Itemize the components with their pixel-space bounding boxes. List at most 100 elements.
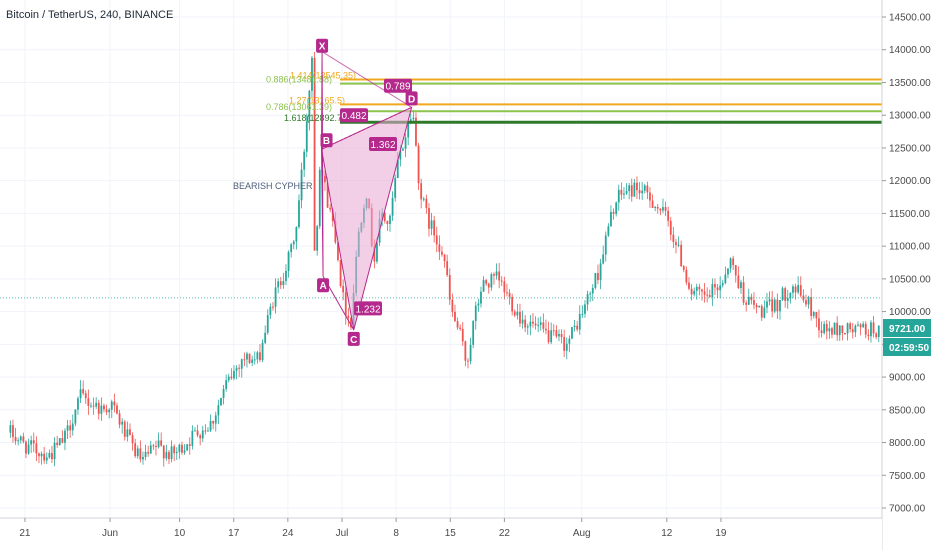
fib-level-label: 0.786(13061.39) <box>266 102 332 112</box>
candle-body <box>763 307 766 318</box>
candle-body <box>238 367 241 369</box>
candle-body <box>168 452 170 460</box>
candle-body <box>464 341 467 361</box>
candle-body <box>516 311 519 316</box>
candle-body <box>347 315 350 318</box>
candle-body <box>654 206 657 208</box>
price-tick-label: 7500.00 <box>889 471 926 482</box>
candle-body <box>685 269 688 283</box>
candle-body <box>802 295 805 301</box>
pattern-ratio-badge <box>340 108 368 123</box>
candle-body <box>828 328 831 332</box>
time-tick-label: Jul <box>336 528 349 539</box>
candle-body <box>443 254 446 262</box>
candle-body <box>651 200 654 208</box>
candle-body <box>576 325 579 330</box>
candle-body <box>222 388 225 398</box>
candle-body <box>14 437 17 442</box>
candle-body <box>675 242 677 246</box>
grid <box>0 0 882 518</box>
candle-body <box>633 182 636 197</box>
chart-title: Bitcoin / TetherUS, 240, BINANCE <box>6 9 174 21</box>
candle-body <box>781 288 784 301</box>
candle-body <box>602 254 605 264</box>
candle-body <box>303 151 306 170</box>
time-tick-label: 21 <box>19 528 31 539</box>
candle-body <box>760 305 763 318</box>
candle-body <box>204 430 207 432</box>
price-tick-label: 14500.00 <box>889 13 931 24</box>
fib-level-label: 1.414(13545.35) <box>290 71 356 81</box>
candle-body <box>742 282 745 303</box>
candle-body <box>22 436 25 442</box>
candle-body <box>823 324 826 334</box>
candle-body <box>620 189 623 195</box>
candle-body <box>628 185 631 192</box>
candle-body <box>87 398 90 406</box>
candle-body <box>48 453 51 458</box>
fib-levels: 1.414(13545.35)0.886(13481.88) 1.27(13165… <box>266 71 882 124</box>
candle-body <box>191 430 194 446</box>
candle-body <box>253 359 256 361</box>
candle-body <box>144 451 147 457</box>
candle-body <box>493 274 495 276</box>
candles <box>0 51 882 467</box>
candle-body <box>467 360 469 362</box>
candle-body <box>459 327 462 329</box>
candle-body <box>43 453 46 461</box>
candle-body <box>147 451 150 454</box>
price-tick-label: 7000.00 <box>889 504 926 515</box>
candle-body <box>833 322 836 335</box>
time-axis: 21 Jun 10 17 24 Jul 8 15 22 Aug 12 19 <box>0 517 882 550</box>
candle-body <box>318 169 321 227</box>
candle-body <box>625 191 628 194</box>
candle-body <box>734 265 737 276</box>
price-tick-label: 14000.00 <box>889 45 931 56</box>
candle-body <box>30 440 33 445</box>
pattern-triangle-bcd <box>320 106 413 331</box>
pattern-point-badge <box>320 133 333 148</box>
price-tick-label: 12000.00 <box>889 176 931 187</box>
candle-body <box>326 182 329 208</box>
candle-body <box>214 415 217 424</box>
candle-body <box>417 145 420 184</box>
candle-body <box>407 122 410 138</box>
candle-body <box>737 275 740 289</box>
pattern-point-badge <box>347 331 360 346</box>
candle-body <box>295 227 298 242</box>
pattern-point-label: C <box>350 335 357 346</box>
candle-body <box>487 283 490 288</box>
pattern-ratio-badge <box>369 137 397 152</box>
candle-body <box>617 189 620 203</box>
candle-body <box>259 352 261 361</box>
candle-body <box>857 324 859 326</box>
candle-body <box>170 446 173 460</box>
candle-body <box>396 159 399 179</box>
candle-body <box>597 273 599 281</box>
countdown-badge <box>883 338 931 356</box>
candle-body <box>126 429 129 437</box>
candle-body <box>71 423 74 431</box>
candle-body <box>825 324 828 332</box>
candle-body <box>274 287 277 307</box>
pattern-line-bd <box>321 106 412 150</box>
candle-body <box>386 221 389 224</box>
candle-body <box>698 286 701 290</box>
candle-body <box>589 293 592 295</box>
candle-body <box>277 281 280 288</box>
candle-body <box>649 192 651 201</box>
candle-body <box>269 306 272 316</box>
candle-body <box>165 452 168 459</box>
candle-body <box>724 274 727 284</box>
candle-body <box>110 401 113 410</box>
pattern-point-label: B <box>323 136 330 147</box>
price-tick-label: 9000.00 <box>889 373 926 384</box>
pattern-ratio-label: 1.232 <box>355 304 380 315</box>
candle-body <box>669 220 672 235</box>
candle-body <box>118 413 121 425</box>
time-axis-bg <box>0 518 882 550</box>
candle-body <box>27 444 30 454</box>
candle-body <box>636 182 638 191</box>
candle-body <box>747 296 750 305</box>
